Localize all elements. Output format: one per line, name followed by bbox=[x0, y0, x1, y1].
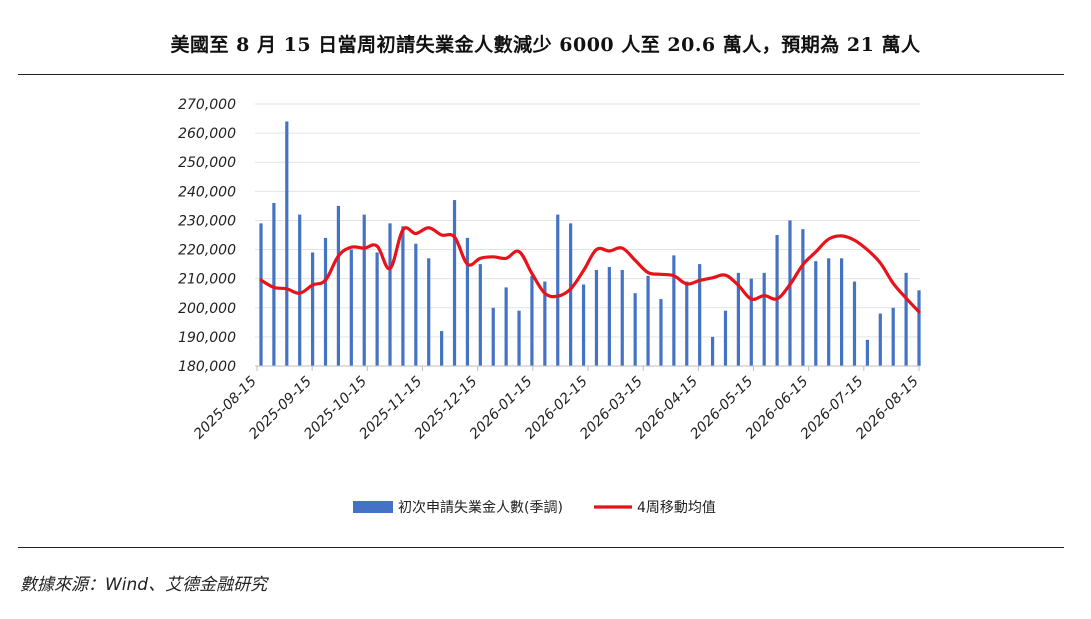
y-tick-label: 240,000 bbox=[178, 184, 236, 200]
bar bbox=[839, 258, 844, 366]
bar bbox=[530, 275, 534, 366]
bar bbox=[504, 287, 508, 366]
bar bbox=[659, 299, 663, 366]
bar bbox=[827, 258, 831, 366]
bar bbox=[865, 339, 869, 366]
bar bbox=[362, 214, 366, 366]
bar bbox=[685, 281, 689, 366]
bar bbox=[878, 313, 882, 366]
bar bbox=[607, 267, 611, 366]
bar bbox=[491, 307, 495, 366]
bar bbox=[633, 293, 637, 366]
bar bbox=[917, 290, 921, 366]
bar bbox=[349, 249, 353, 366]
bar bbox=[710, 336, 715, 366]
bar bbox=[401, 226, 405, 366]
bar bbox=[904, 272, 908, 366]
bar bbox=[285, 121, 289, 366]
bar bbox=[336, 205, 341, 366]
y-tick-label: 260,000 bbox=[178, 126, 236, 142]
x-axis-ticks: 2025-08-152025-09-152025-10-152025-11-15… bbox=[191, 366, 922, 442]
bar bbox=[672, 255, 676, 366]
legend-bar-label: 初次申請失業金人數(季調) bbox=[398, 499, 563, 516]
bar bbox=[414, 243, 418, 366]
bar bbox=[556, 214, 560, 366]
y-tick-label: 210,000 bbox=[178, 272, 236, 288]
y-axis-ticks: 180,000 190,000 200,000 210,000 220,000 230,0… bbox=[178, 97, 236, 375]
y-tick-label: 190,000 bbox=[178, 330, 236, 346]
y-tick-label: 200,000 bbox=[178, 301, 236, 317]
y-tick-label: 270,000 bbox=[178, 97, 236, 113]
bar bbox=[323, 237, 328, 366]
y-tick-label: 180,000 bbox=[178, 359, 236, 375]
bar bbox=[736, 272, 740, 366]
chart-title: 美國至 8 月 15 日當周初請失業金人數減少 6000 人至 20.6 萬人，… bbox=[170, 34, 921, 56]
y-tick-label: 220,000 bbox=[178, 243, 236, 259]
bar bbox=[788, 220, 792, 366]
bar bbox=[569, 223, 573, 366]
bar bbox=[749, 278, 753, 366]
bar bbox=[427, 258, 431, 366]
gridlines bbox=[255, 103, 920, 367]
bar bbox=[543, 281, 547, 366]
bar bbox=[646, 275, 650, 366]
bar bbox=[801, 229, 805, 366]
bar-series bbox=[259, 121, 921, 366]
bar bbox=[452, 200, 457, 366]
bar bbox=[311, 252, 315, 366]
bottom-divider bbox=[18, 547, 1064, 548]
legend-bar-swatch bbox=[353, 501, 393, 513]
bar bbox=[775, 235, 779, 366]
moving-average-line bbox=[259, 226, 921, 314]
bar bbox=[375, 252, 379, 366]
bar bbox=[581, 284, 586, 366]
bar bbox=[388, 223, 392, 366]
source-note: 數據來源：Wind、艾德金融研究 bbox=[20, 575, 268, 595]
bar bbox=[478, 264, 482, 366]
bar bbox=[465, 237, 470, 366]
legend: 初次申請失業金人數(季調) 4周移動均值 bbox=[353, 499, 716, 516]
bar bbox=[259, 223, 263, 366]
y-tick-label: 250,000 bbox=[178, 155, 236, 171]
bar bbox=[814, 261, 818, 366]
y-tick-label: 230,000 bbox=[178, 213, 236, 229]
bar bbox=[723, 310, 728, 366]
bar bbox=[594, 269, 599, 366]
top-divider bbox=[18, 74, 1064, 75]
bar bbox=[440, 331, 444, 366]
bar bbox=[620, 269, 624, 366]
bar bbox=[762, 272, 766, 366]
bar bbox=[272, 202, 276, 366]
bar bbox=[517, 310, 521, 366]
legend-line-label: 4周移動均值 bbox=[637, 500, 716, 516]
bar bbox=[298, 214, 302, 366]
bar bbox=[891, 307, 895, 366]
bar bbox=[698, 264, 702, 366]
bar bbox=[852, 281, 857, 366]
